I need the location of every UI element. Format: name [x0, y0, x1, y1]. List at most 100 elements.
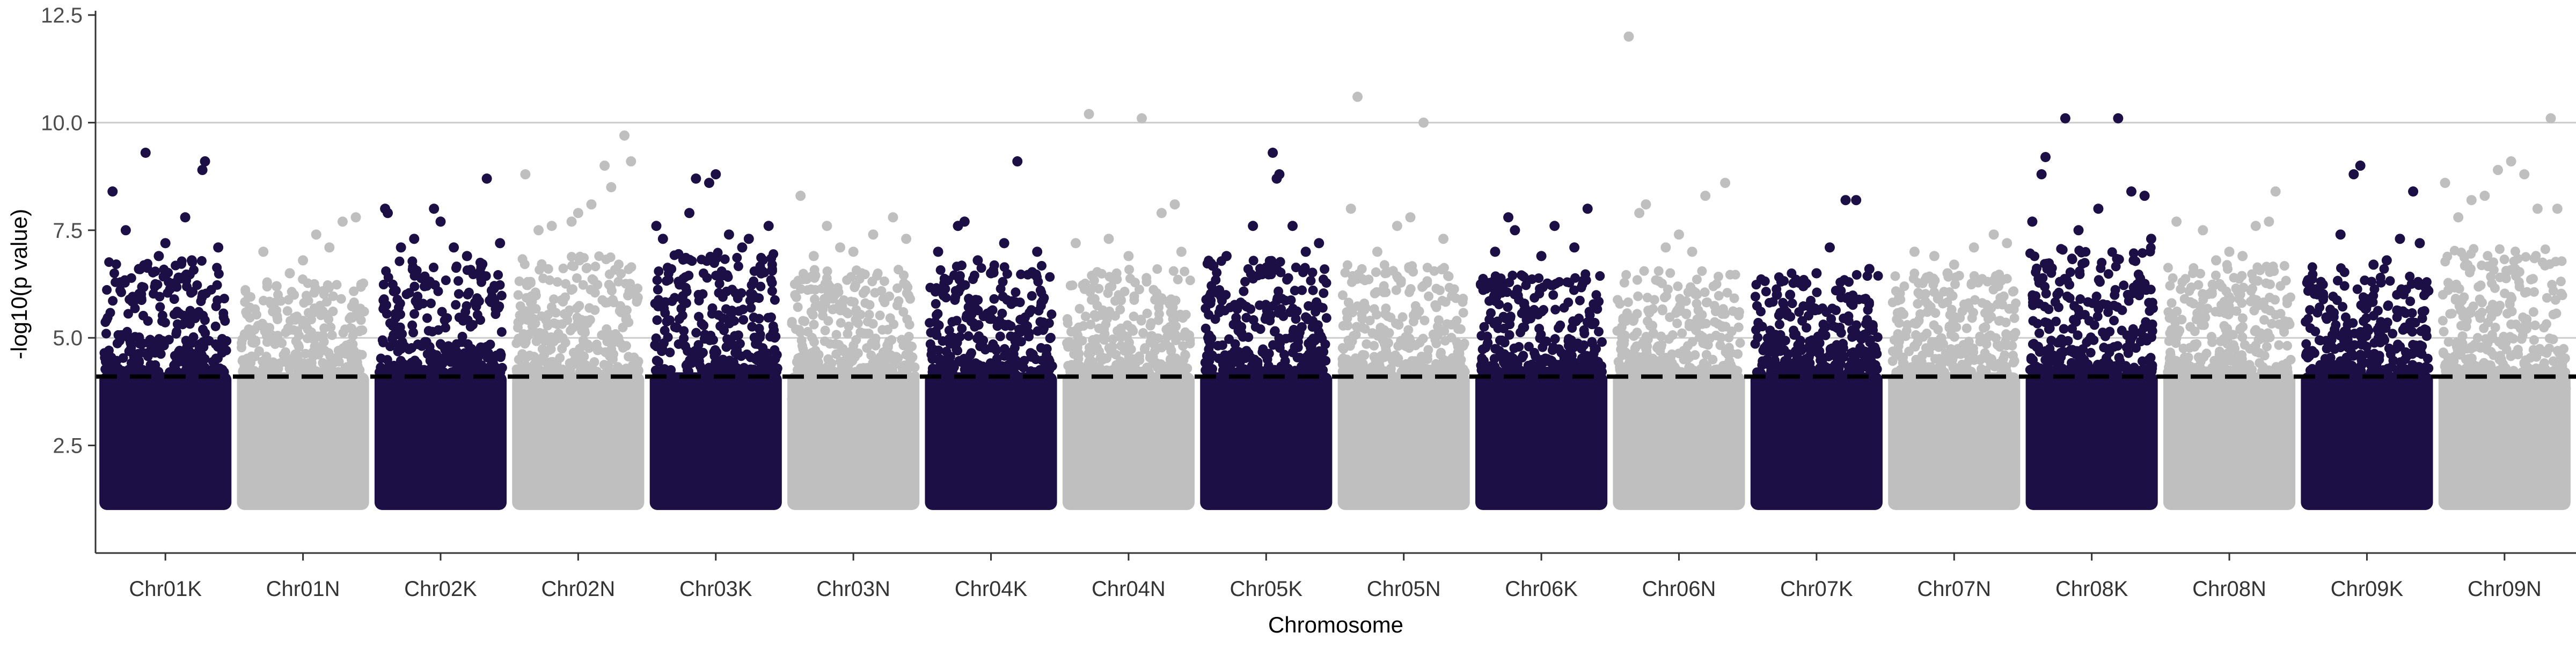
data-point	[735, 339, 745, 348]
data-point	[1214, 285, 1224, 295]
data-point	[2199, 310, 2209, 320]
data-point	[970, 271, 979, 280]
data-point	[2028, 297, 2038, 307]
data-point	[558, 365, 567, 374]
data-point	[1367, 328, 1377, 338]
data-point	[562, 315, 572, 325]
data-point	[1592, 304, 1602, 314]
data-point	[712, 383, 722, 393]
data-point	[2271, 362, 2281, 372]
data-point	[1562, 403, 1571, 412]
data-point	[1242, 302, 1252, 311]
data-point	[2230, 365, 2240, 374]
data-point	[356, 282, 366, 292]
data-point	[841, 361, 851, 371]
data-point	[796, 284, 806, 294]
data-point	[694, 296, 704, 306]
data-point	[1380, 339, 1389, 348]
data-point	[1543, 384, 1553, 394]
data-point	[2336, 401, 2346, 410]
data-point	[2416, 344, 2426, 353]
data-point	[933, 309, 942, 318]
data-point	[959, 405, 969, 415]
data-point	[197, 256, 207, 266]
data-point	[1594, 327, 1604, 337]
data-point	[147, 365, 156, 375]
data-point	[1555, 321, 1565, 330]
data-point	[348, 384, 357, 394]
data-point	[420, 272, 430, 281]
data-point	[667, 296, 677, 306]
data-point	[2067, 253, 2077, 263]
data-point	[1831, 286, 1841, 295]
data-point	[2336, 263, 2346, 273]
data-point	[1174, 402, 1184, 412]
data-point	[172, 307, 182, 316]
data-point	[281, 328, 290, 337]
data-point	[2025, 249, 2035, 258]
data-point	[1654, 266, 1664, 276]
data-point	[328, 307, 338, 316]
data-point	[964, 331, 974, 341]
data-point	[1148, 352, 1158, 362]
data-point	[423, 349, 433, 359]
data-point	[1573, 339, 1583, 348]
data-point	[1967, 279, 1977, 288]
data-point	[1630, 357, 1640, 367]
data-point	[2131, 343, 2141, 353]
data-point	[542, 391, 552, 401]
data-point	[1371, 267, 1381, 277]
data-point	[349, 297, 359, 307]
data-point	[753, 355, 763, 365]
data-point	[1278, 311, 1288, 321]
data-point	[301, 321, 311, 331]
data-point	[728, 364, 738, 373]
data-point	[1362, 339, 1371, 349]
data-point	[1756, 307, 1766, 316]
data-point	[1645, 321, 1655, 331]
data-point	[2241, 398, 2250, 408]
data-point	[516, 301, 525, 311]
data-point	[2000, 386, 2010, 395]
data-point	[2000, 350, 2009, 360]
data-point	[121, 382, 131, 391]
data-point	[252, 310, 261, 319]
data-point	[1623, 297, 1633, 307]
data-point	[1125, 274, 1135, 283]
data-point	[391, 369, 400, 379]
data-point	[2275, 382, 2285, 392]
data-point	[1779, 276, 1789, 286]
data-point	[1896, 295, 1905, 304]
data-point	[1664, 378, 1673, 388]
data-point	[1149, 376, 1159, 386]
data-point	[2217, 282, 2227, 292]
data-point	[910, 371, 920, 381]
data-point	[1528, 396, 1538, 406]
data-point	[511, 338, 521, 348]
data-point	[755, 314, 764, 324]
data-point	[758, 255, 768, 265]
data-point	[268, 365, 277, 375]
data-point	[944, 371, 954, 381]
data-point	[464, 382, 474, 392]
data-point	[426, 299, 436, 308]
data-point	[376, 353, 386, 363]
data-point	[1946, 330, 1956, 339]
data-point	[2083, 403, 2092, 412]
data-point	[2386, 349, 2396, 359]
data-point	[2286, 293, 2295, 302]
data-point	[2383, 301, 2393, 310]
data-point	[1116, 373, 1125, 382]
data-point	[1583, 394, 1592, 404]
data-point	[1917, 357, 1927, 367]
data-point	[2102, 300, 2112, 310]
data-point	[1710, 301, 1719, 310]
data-point	[2358, 301, 2368, 311]
data-point	[529, 314, 539, 324]
data-point	[1864, 297, 1874, 307]
data-point	[1550, 305, 1560, 315]
data-point	[1642, 385, 1651, 395]
data-point	[1370, 304, 1379, 314]
data-point	[2351, 365, 2361, 375]
